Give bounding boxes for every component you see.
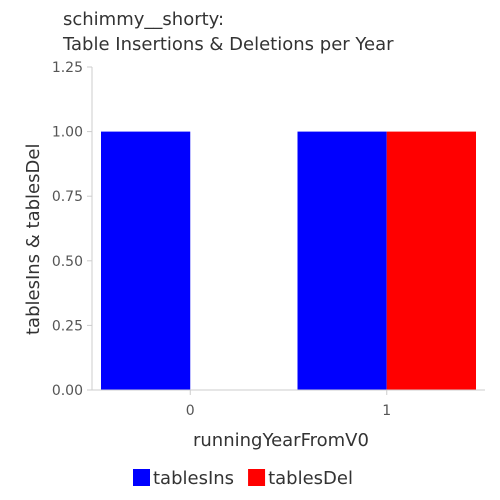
- y-tick-label: 0.00: [52, 383, 83, 399]
- legend-label-tablesDel: tablesDel: [268, 468, 353, 489]
- legend: tablesIns tablesDel: [133, 468, 353, 489]
- legend-label-tablesIns: tablesIns: [153, 468, 234, 489]
- legend-swatch-tablesIns: [133, 469, 150, 486]
- bar-tablesIns-0: [101, 131, 191, 390]
- bar-tablesIns-1: [297, 131, 387, 390]
- y-tick-label: 1.25: [52, 60, 83, 76]
- y-tick-label: 0.75: [52, 189, 83, 205]
- bar-tablesDel-1: [386, 131, 476, 390]
- y-tick-label: 0.50: [52, 254, 83, 270]
- chart-title-line-2: Table Insertions & Deletions per Year: [62, 34, 394, 55]
- legend-swatch-tablesDel: [248, 469, 266, 486]
- y-tick-label: 0.25: [52, 318, 83, 334]
- x-axis-label: runningYearFromV0: [193, 430, 369, 451]
- y-axis-label: tablesIns & tablesDel: [23, 144, 44, 335]
- y-axis: 0.00 0.25 0.50 0.75 1.00 1.25: [52, 60, 93, 399]
- x-tick-label: 0: [186, 403, 195, 419]
- y-tick-label: 1.00: [52, 125, 83, 141]
- chart-title-line-1: schimmy__shorty:: [63, 9, 224, 30]
- plot-area: [101, 131, 476, 390]
- x-tick-label: 1: [382, 403, 391, 419]
